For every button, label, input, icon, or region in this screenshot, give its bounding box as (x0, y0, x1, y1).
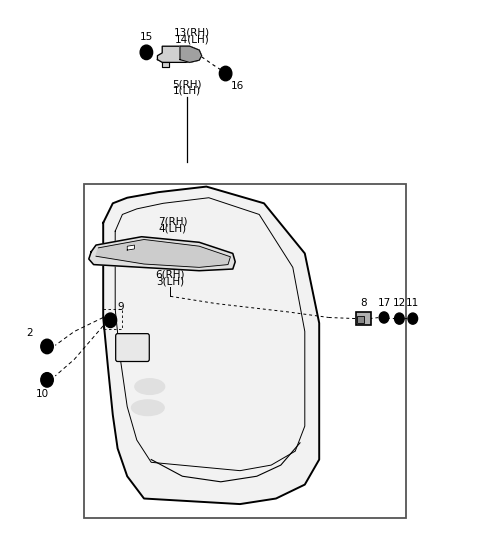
Text: 7(RH): 7(RH) (158, 217, 188, 227)
Text: 3(LH): 3(LH) (156, 276, 184, 286)
Polygon shape (157, 46, 202, 62)
Circle shape (408, 313, 418, 324)
Text: 13(RH): 13(RH) (174, 28, 210, 38)
Text: 9: 9 (117, 302, 124, 312)
FancyBboxPatch shape (116, 334, 149, 361)
Ellipse shape (135, 379, 165, 394)
Text: 10: 10 (36, 389, 49, 399)
Circle shape (379, 312, 389, 323)
Polygon shape (96, 240, 230, 267)
Text: 11: 11 (406, 298, 420, 308)
Text: 8: 8 (360, 298, 367, 308)
Text: 6(RH): 6(RH) (156, 270, 185, 280)
Text: 1(LH): 1(LH) (173, 86, 201, 96)
Text: 5(RH): 5(RH) (172, 79, 202, 89)
Text: 17: 17 (377, 298, 391, 308)
Polygon shape (103, 187, 319, 504)
Circle shape (395, 313, 404, 324)
Bar (84, 184, 406, 518)
Circle shape (41, 339, 53, 354)
Polygon shape (180, 46, 202, 62)
Polygon shape (89, 237, 235, 271)
Text: 4(LH): 4(LH) (159, 223, 187, 233)
Circle shape (41, 373, 53, 387)
Ellipse shape (132, 400, 164, 416)
Bar (356, 312, 371, 325)
Circle shape (104, 313, 117, 328)
Polygon shape (162, 62, 169, 67)
Text: 12: 12 (393, 298, 406, 308)
Circle shape (219, 66, 232, 81)
Text: 14(LH): 14(LH) (175, 35, 209, 45)
Polygon shape (127, 245, 134, 250)
Text: 2: 2 (26, 328, 33, 338)
Text: 15: 15 (140, 32, 153, 42)
Circle shape (140, 45, 153, 60)
Bar (357, 316, 364, 323)
Text: 16: 16 (230, 81, 244, 91)
